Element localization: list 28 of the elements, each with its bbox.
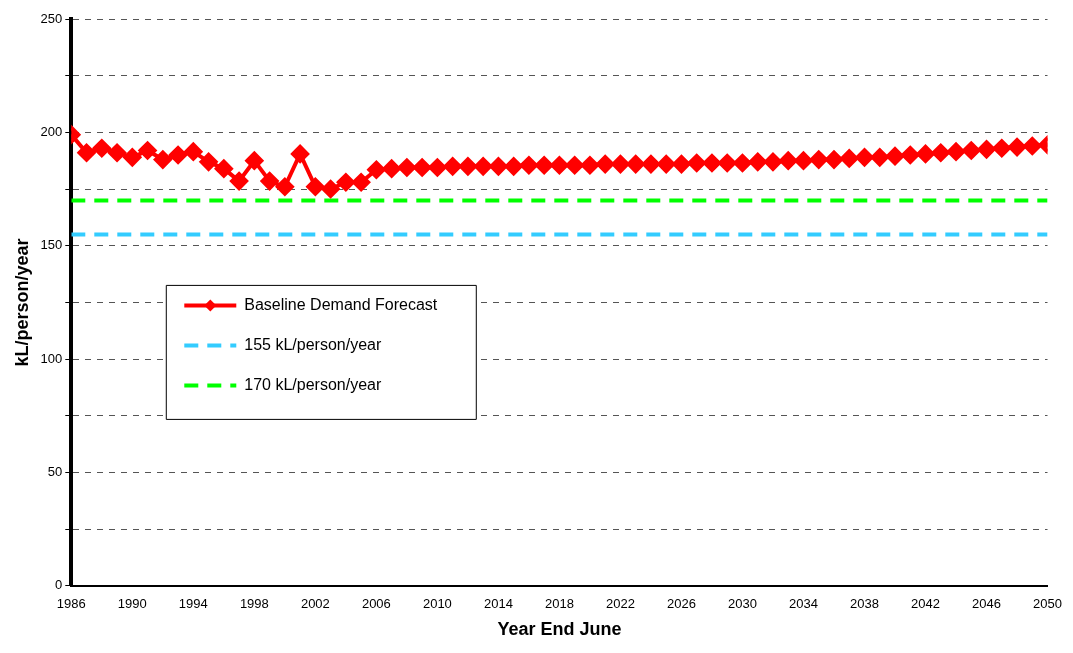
- x-tick-label: 1998: [239, 596, 269, 612]
- x-tick-label: 2042: [911, 596, 940, 612]
- x-tick-label: 1986: [56, 596, 86, 612]
- x-tick-label: 2038: [850, 596, 879, 612]
- legend-label: 170 kL/person/year: [244, 375, 382, 393]
- legend-label: 155 kL/person/year: [244, 335, 382, 353]
- x-tick-label: 2026: [666, 596, 696, 612]
- x-tick-label: 2046: [972, 596, 1001, 612]
- x-tick-label: 1990: [117, 596, 147, 612]
- x-tick-label: 2010: [422, 596, 452, 612]
- x-axis-title: Year End June: [497, 619, 622, 640]
- x-tick-label: 2034: [789, 596, 818, 612]
- y-tick-label: 150: [40, 237, 63, 253]
- x-tick-label: 2018: [544, 596, 574, 612]
- y-tick-label: 50: [47, 464, 63, 480]
- legend-label: Baseline Demand Forecast: [244, 295, 438, 313]
- x-tick-label: 2002: [300, 596, 330, 612]
- x-tick-label: 2050: [1033, 596, 1062, 612]
- x-tick-label: 2006: [361, 596, 391, 612]
- x-tick-label: 2014: [483, 596, 513, 612]
- y-tick-label: 200: [40, 123, 63, 139]
- x-tick-label: 1994: [178, 596, 208, 612]
- y-tick-label: 100: [40, 350, 63, 366]
- x-tick-label: 2022: [605, 596, 635, 612]
- y-tick-label: 0: [55, 577, 63, 593]
- y-tick-label: 250: [40, 10, 63, 26]
- x-tick-label: 2030: [728, 596, 757, 612]
- y-axis-title: kL/person/year: [11, 238, 32, 367]
